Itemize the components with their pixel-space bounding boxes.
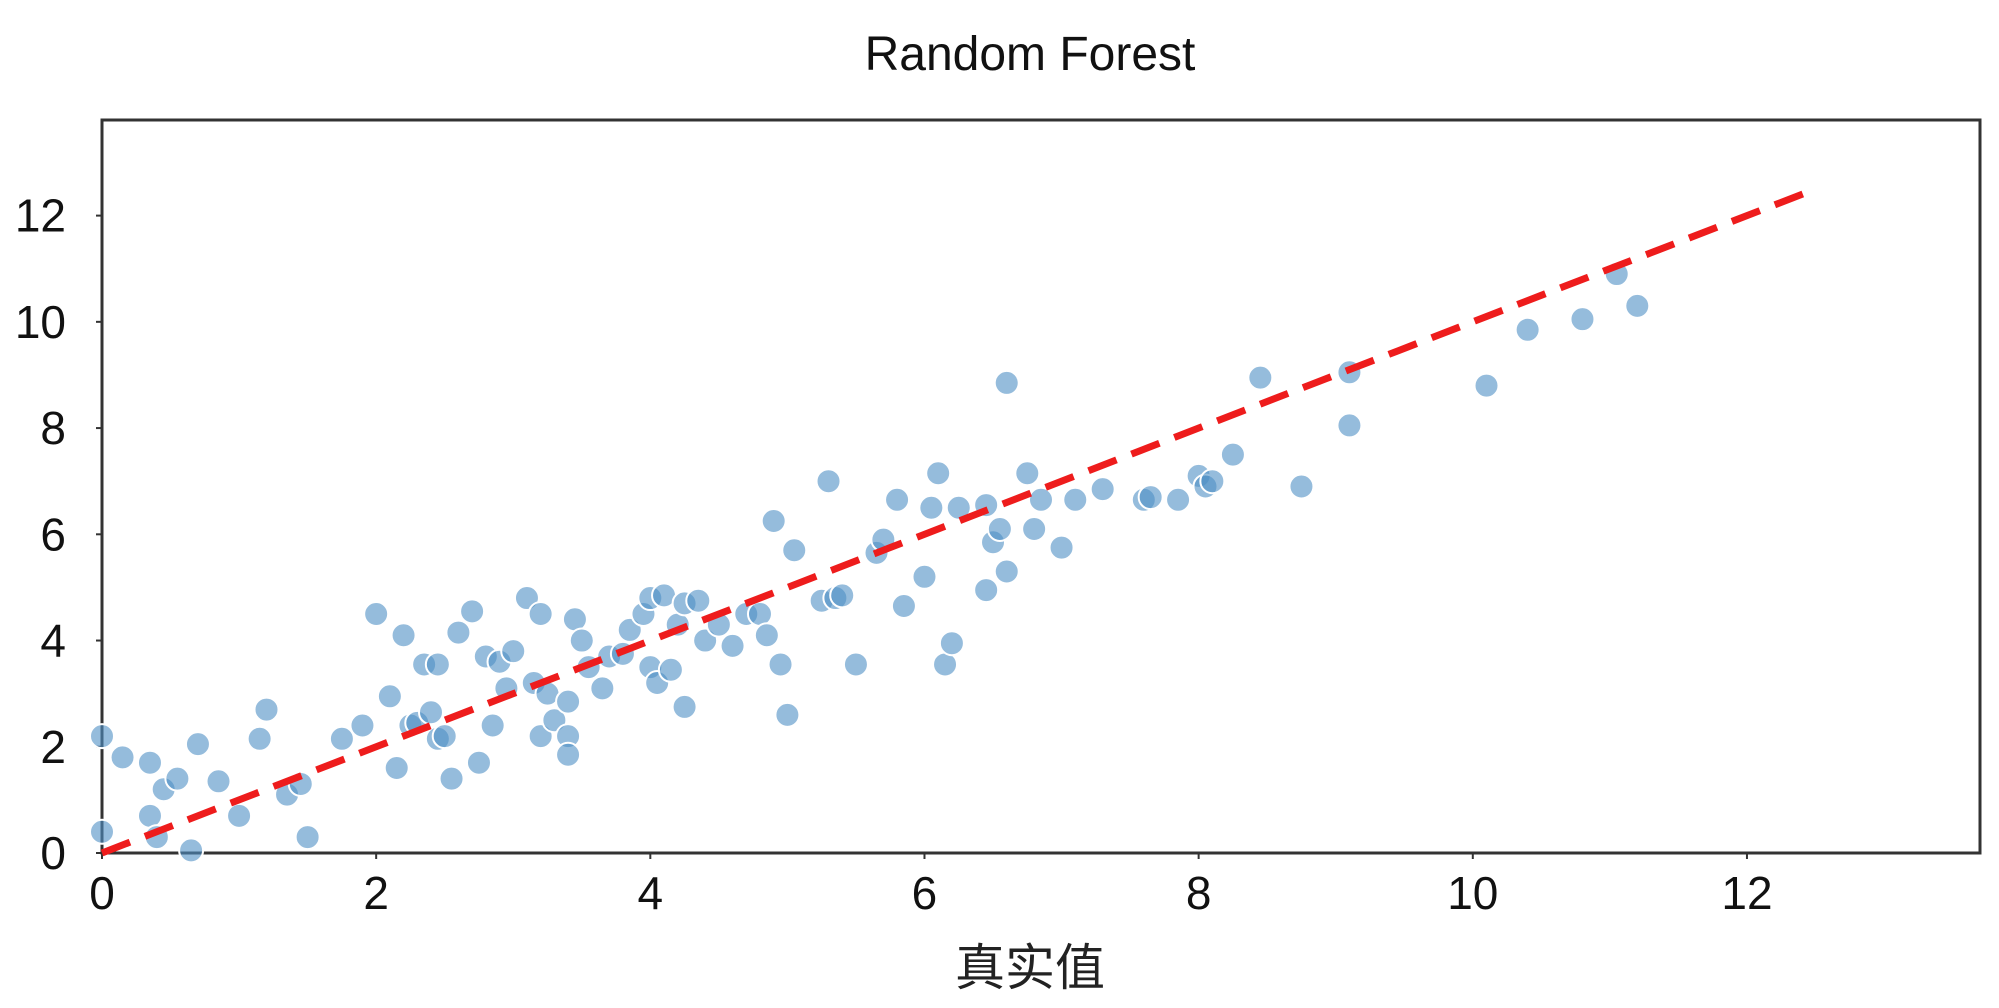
chart-title: Random Forest bbox=[865, 28, 1196, 81]
scatter-point bbox=[1014, 460, 1041, 487]
scatter-point bbox=[986, 515, 1013, 542]
scatter-point bbox=[89, 723, 115, 750]
scatter-point bbox=[589, 675, 616, 702]
scatter-point bbox=[1336, 412, 1363, 439]
scatter-point bbox=[294, 824, 321, 851]
scatter-point bbox=[1288, 473, 1315, 500]
scatter-point bbox=[1199, 468, 1226, 495]
scatter-point bbox=[1062, 486, 1089, 513]
scatter-point bbox=[445, 619, 472, 646]
scatter-point bbox=[178, 837, 205, 864]
scatter-point bbox=[1514, 316, 1541, 343]
scatter-point bbox=[376, 683, 403, 710]
scatter-point bbox=[685, 587, 712, 614]
scatter-point bbox=[465, 749, 492, 776]
scatter-point bbox=[938, 630, 965, 657]
scatter-point bbox=[993, 558, 1020, 585]
scatter-point bbox=[1624, 292, 1651, 319]
scatter-point bbox=[753, 622, 780, 649]
scatter-point bbox=[136, 749, 163, 776]
scatter-point bbox=[767, 651, 794, 678]
scatter-point bbox=[1048, 534, 1075, 561]
scatter-point bbox=[390, 622, 417, 649]
scatter-point bbox=[164, 765, 191, 792]
scatter-point bbox=[1137, 484, 1164, 511]
scatter-point bbox=[657, 656, 684, 683]
scatter-point bbox=[479, 712, 506, 739]
y-tick-label: 8 bbox=[40, 402, 66, 454]
y-tick-label: 6 bbox=[40, 508, 66, 560]
scatter-point bbox=[781, 537, 808, 564]
scatter-point bbox=[246, 725, 273, 752]
scatter-point bbox=[1165, 486, 1192, 513]
x-axis-label: 真实值 bbox=[955, 939, 1105, 997]
scatter-point bbox=[1021, 515, 1048, 542]
scatter-point bbox=[1028, 486, 1054, 513]
y-tick-label: 10 bbox=[15, 296, 66, 348]
scatter-point bbox=[945, 494, 972, 521]
x-tick-label: 6 bbox=[912, 867, 938, 919]
scatter-point bbox=[884, 486, 911, 513]
scatter-point bbox=[760, 508, 787, 535]
scatter-points bbox=[89, 261, 1651, 864]
y-tick-label: 2 bbox=[40, 721, 66, 773]
scatter-point bbox=[226, 802, 253, 829]
scatter-point bbox=[363, 600, 390, 627]
scatter-point bbox=[184, 731, 211, 758]
scatter-point bbox=[431, 723, 458, 750]
y-tick-label: 0 bbox=[40, 827, 66, 879]
scatter-point bbox=[424, 651, 451, 678]
x-tick-label: 12 bbox=[1721, 867, 1772, 919]
scatter-point bbox=[842, 651, 869, 678]
x-tick-label: 8 bbox=[1186, 867, 1212, 919]
scatter-point bbox=[253, 696, 280, 723]
scatter-point bbox=[973, 577, 1000, 604]
scatter-point bbox=[719, 632, 746, 659]
y-tick-label: 12 bbox=[15, 190, 66, 242]
scatter-point bbox=[417, 699, 444, 726]
scatter-point bbox=[89, 818, 115, 845]
scatter-point bbox=[671, 693, 698, 720]
reference-line bbox=[100, 185, 1817, 857]
scatter-point bbox=[925, 460, 952, 487]
scatter-point bbox=[568, 627, 595, 654]
scatter-point bbox=[383, 755, 410, 782]
scatter-point bbox=[1089, 476, 1116, 503]
scatter-point bbox=[205, 768, 232, 795]
scatter-point bbox=[500, 638, 527, 665]
scatter-point bbox=[815, 468, 842, 495]
scatter-point bbox=[890, 593, 917, 620]
x-tick-label: 10 bbox=[1447, 867, 1498, 919]
scatter-point bbox=[1473, 372, 1500, 399]
x-axis-ticks: 0 2 4 6 8 10 12 bbox=[89, 853, 1773, 919]
scatter-point bbox=[555, 688, 582, 715]
scatter-point bbox=[918, 494, 945, 521]
scatter-point bbox=[829, 582, 856, 609]
scatter-point bbox=[993, 369, 1020, 396]
scatter-point bbox=[109, 744, 136, 771]
scatter-point bbox=[328, 725, 355, 752]
scatter-point bbox=[911, 563, 938, 590]
scatter-point bbox=[349, 712, 376, 739]
scatter-point bbox=[1569, 306, 1596, 333]
x-tick-label: 2 bbox=[363, 867, 389, 919]
scatter-point bbox=[555, 741, 582, 768]
x-tick-label: 0 bbox=[89, 867, 115, 919]
scatter-point bbox=[1219, 441, 1246, 468]
scatter-point bbox=[459, 598, 486, 625]
scatter-point bbox=[527, 600, 554, 627]
scatter-point bbox=[438, 765, 465, 792]
y-tick-label: 4 bbox=[40, 615, 66, 667]
x-tick-label: 4 bbox=[638, 867, 664, 919]
scatter-point bbox=[1247, 364, 1274, 391]
scatter-point bbox=[774, 701, 801, 728]
y-axis-ticks: 0 2 4 6 8 10 12 bbox=[15, 190, 102, 879]
